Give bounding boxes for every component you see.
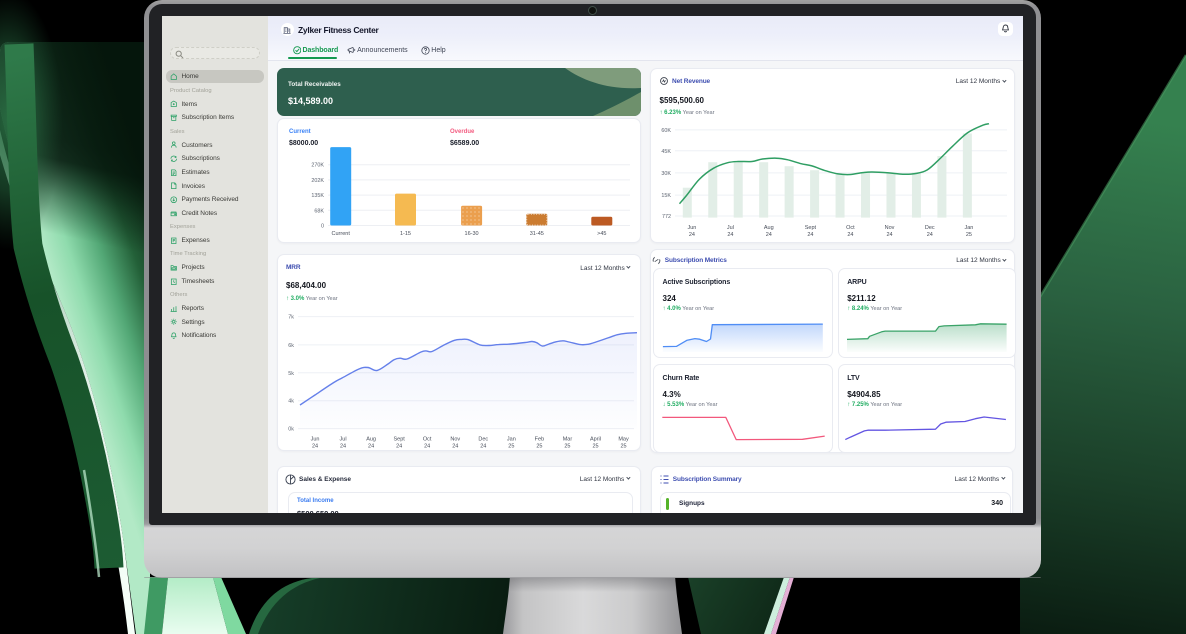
svg-text:5k: 5k xyxy=(288,371,294,377)
svg-text:135K: 135K xyxy=(311,193,324,199)
svg-text:24: 24 xyxy=(727,232,733,238)
svg-text:270K: 270K xyxy=(311,162,324,168)
svg-text:Oct: Oct xyxy=(846,225,855,231)
svg-text:Jul: Jul xyxy=(726,225,733,231)
svg-text:Sept: Sept xyxy=(393,437,405,443)
svg-text:15K: 15K xyxy=(661,193,671,199)
svg-text:6k: 6k xyxy=(288,343,294,349)
svg-text:30K: 30K xyxy=(661,171,671,177)
svg-text:May: May xyxy=(618,437,629,443)
svg-text:Jun: Jun xyxy=(687,225,696,231)
svg-text:25: 25 xyxy=(508,444,514,450)
svg-text:24: 24 xyxy=(452,444,458,450)
svg-text:24: 24 xyxy=(340,444,346,450)
svg-text:>45: >45 xyxy=(597,231,606,237)
svg-text:4k: 4k xyxy=(288,399,294,405)
svg-text:25: 25 xyxy=(620,444,626,450)
svg-text:25: 25 xyxy=(564,444,570,450)
svg-text:25: 25 xyxy=(536,444,542,450)
svg-text:24: 24 xyxy=(396,444,402,450)
svg-text:202K: 202K xyxy=(311,177,324,183)
svg-text:Dec: Dec xyxy=(478,437,488,443)
svg-text:24: 24 xyxy=(886,232,892,238)
svg-text:7k: 7k xyxy=(288,315,294,321)
svg-text:24: 24 xyxy=(807,232,813,238)
svg-text:31-45: 31-45 xyxy=(530,231,544,237)
svg-text:Jul: Jul xyxy=(340,437,347,443)
svg-text:772: 772 xyxy=(662,214,671,220)
svg-text:45K: 45K xyxy=(661,149,671,155)
svg-text:Aug: Aug xyxy=(763,225,773,231)
svg-text:Jun: Jun xyxy=(311,437,320,443)
svg-text:Oct: Oct xyxy=(423,437,432,443)
svg-text:60K: 60K xyxy=(661,128,671,134)
svg-text:Nov: Nov xyxy=(884,225,894,231)
svg-text:Dec: Dec xyxy=(924,225,934,231)
svg-text:16-30: 16-30 xyxy=(465,231,479,237)
svg-text:Jan: Jan xyxy=(507,437,516,443)
svg-text:Aug: Aug xyxy=(366,437,376,443)
svg-text:24: 24 xyxy=(312,444,318,450)
svg-text:0k: 0k xyxy=(288,427,294,433)
svg-text:Jan: Jan xyxy=(964,225,973,231)
svg-text:25: 25 xyxy=(965,232,971,238)
svg-text:25: 25 xyxy=(592,444,598,450)
svg-text:Feb: Feb xyxy=(535,437,544,443)
svg-text:24: 24 xyxy=(688,232,694,238)
svg-text:Nov: Nov xyxy=(450,437,460,443)
svg-text:24: 24 xyxy=(424,444,430,450)
svg-text:24: 24 xyxy=(368,444,374,450)
svg-text:24: 24 xyxy=(765,232,771,238)
svg-text:24: 24 xyxy=(926,232,932,238)
svg-text:April: April xyxy=(590,437,601,443)
svg-text:68K: 68K xyxy=(314,208,324,214)
svg-text:1-15: 1-15 xyxy=(400,231,411,237)
svg-text:24: 24 xyxy=(480,444,486,450)
svg-text:Sept: Sept xyxy=(804,225,816,231)
svg-text:Mar: Mar xyxy=(563,437,573,443)
svg-text:Current: Current xyxy=(332,231,351,237)
svg-text:0: 0 xyxy=(321,223,324,229)
svg-text:24: 24 xyxy=(847,232,853,238)
